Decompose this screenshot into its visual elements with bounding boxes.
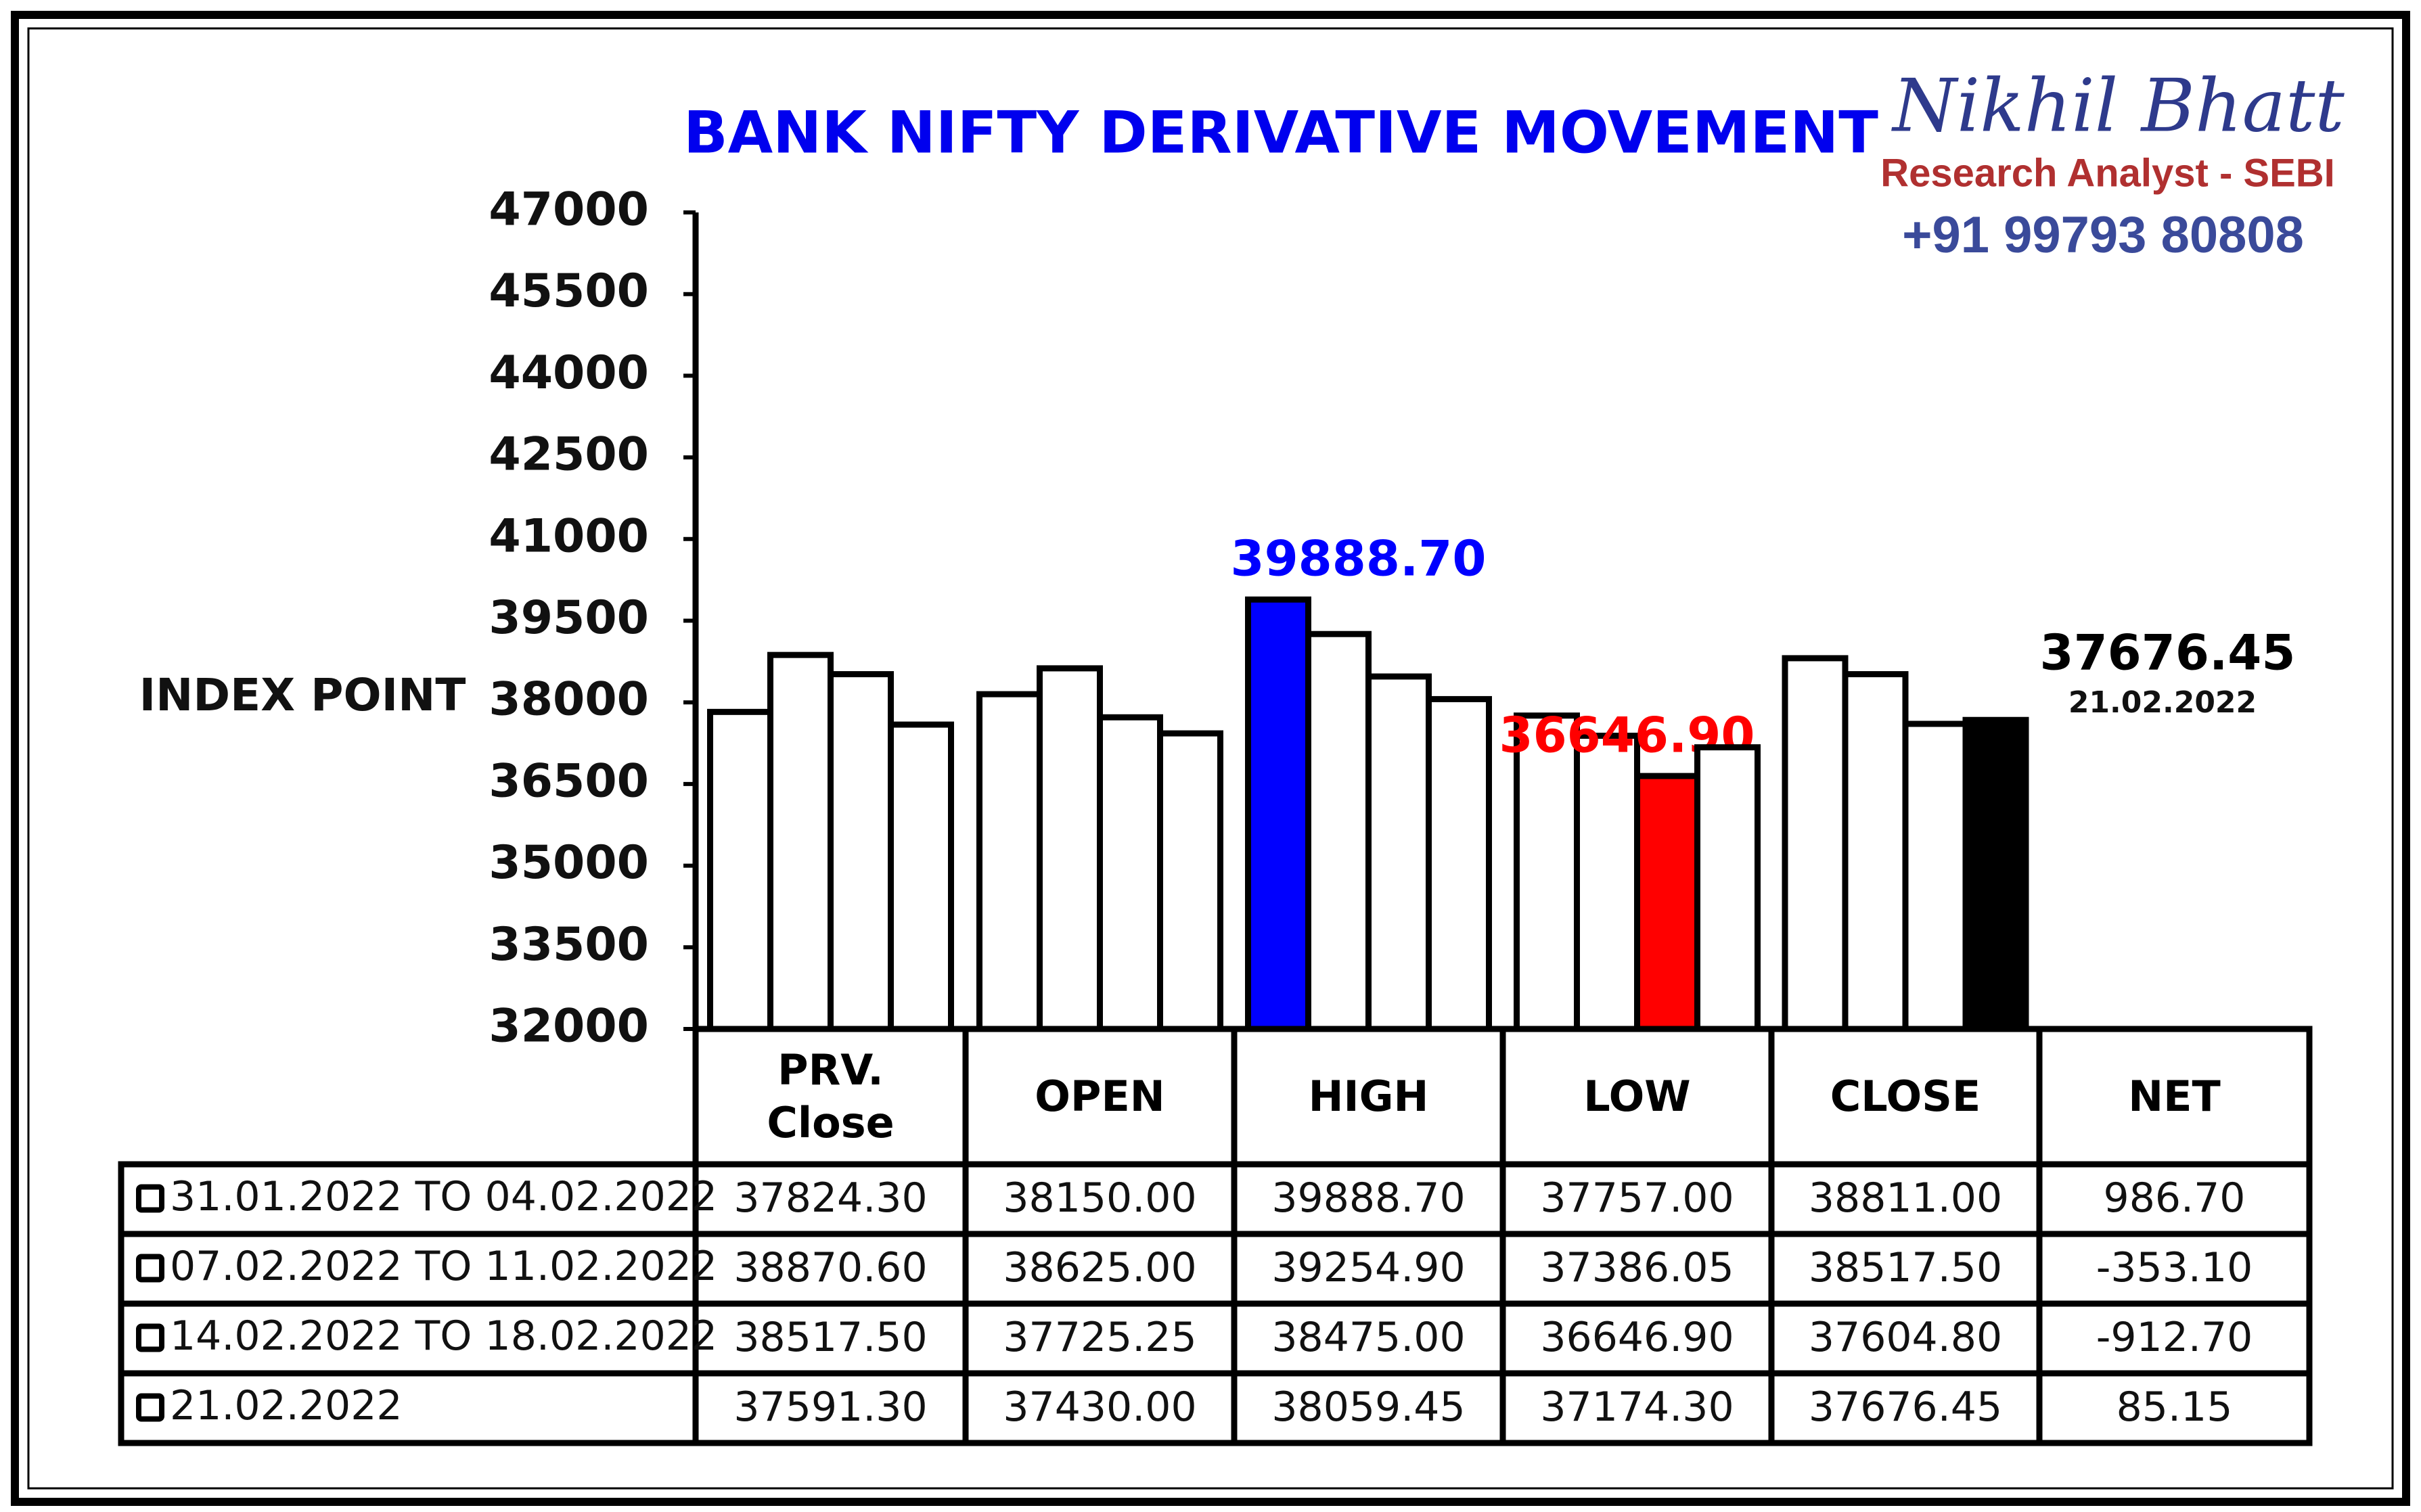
brand-phone: +91 99793 80808	[1902, 206, 2304, 264]
bar	[888, 721, 954, 1032]
annotation-date: 21.02.2022	[2068, 685, 2257, 720]
bar	[767, 651, 834, 1032]
inner-frame	[27, 27, 2394, 1490]
y-tick-label: 41000	[489, 509, 649, 563]
net-cell: 986.70	[2104, 1174, 2246, 1222]
table-cell: 37430.00	[1003, 1383, 1196, 1431]
table-cell: 39254.90	[1271, 1244, 1465, 1291]
bar	[1694, 744, 1761, 1032]
y-tick-label: 32000	[489, 1000, 649, 1053]
net-cell: -353.10	[2096, 1244, 2253, 1291]
header-box: PRV. Close	[696, 1029, 966, 1164]
y-tick-label: 38000	[489, 673, 649, 727]
y-tick-label: 42500	[489, 428, 649, 482]
table-cell: 38517.50	[733, 1314, 927, 1361]
header-box: OPEN	[966, 1029, 1234, 1164]
bar	[828, 671, 894, 1032]
y-axis-label: INDEX POINT	[139, 669, 466, 721]
bar	[1962, 716, 2029, 1032]
table-cell: 38811.00	[1809, 1174, 2002, 1222]
y-tick-label: 39500	[489, 591, 649, 645]
table-cell: 37725.25	[1003, 1314, 1196, 1361]
header-box: NET	[2039, 1029, 2309, 1164]
bar-value-label: 37676.45	[2039, 624, 2295, 681]
table-cell: 37757.00	[1540, 1174, 1734, 1222]
table-cell: 36646.90	[1540, 1314, 1734, 1361]
header-text: LOW	[1583, 1072, 1691, 1121]
row-icon	[136, 1184, 164, 1213]
bar	[976, 691, 1043, 1032]
header-text: NET	[2128, 1072, 2221, 1121]
table-cell: 37174.30	[1540, 1383, 1734, 1431]
table-header-cell: LOW	[1503, 1029, 1771, 1164]
y-tick-label: 33500	[489, 918, 649, 971]
y-tick-label: 44000	[489, 346, 649, 400]
bar	[1245, 596, 1311, 1032]
bar	[1097, 714, 1163, 1032]
y-tick-label: 35000	[489, 836, 649, 890]
bar	[1426, 695, 1492, 1032]
chart-title: BANK NIFTY DERIVATIVE MOVEMENT	[683, 99, 1878, 166]
outer-frame	[11, 11, 2410, 1506]
table-cell: 37591.30	[733, 1383, 927, 1431]
row-label: 07.02.2022 TO 11.02.2022	[170, 1243, 717, 1290]
table-cell: 38150.00	[1003, 1174, 1196, 1222]
header-box: LOW	[1503, 1029, 1771, 1164]
bar	[1574, 733, 1640, 1032]
header-text: OPEN	[1035, 1072, 1165, 1121]
row-label: 21.02.2022	[170, 1382, 403, 1429]
row-icon	[136, 1254, 164, 1283]
table-cell: 38475.00	[1271, 1314, 1465, 1361]
header-text: CLOSE	[1830, 1072, 1981, 1121]
table-header-cell: HIGH	[1234, 1029, 1503, 1164]
bar	[1902, 720, 1969, 1032]
bar	[1634, 773, 1700, 1032]
row-label: 31.01.2022 TO 04.02.2022	[170, 1173, 717, 1220]
table-cell: 38059.45	[1271, 1383, 1465, 1431]
bar-value-label: 39888.70	[1230, 530, 1486, 587]
bar	[1365, 673, 1432, 1032]
row-label: 14.02.2022 TO 18.02.2022	[170, 1312, 717, 1360]
table-cell: 37386.05	[1540, 1244, 1734, 1291]
row-icon	[136, 1323, 164, 1352]
bar	[707, 708, 773, 1032]
bar	[1782, 655, 1849, 1032]
table-cell: 37604.80	[1809, 1314, 2002, 1361]
y-tick-label: 45500	[489, 265, 649, 318]
table-header-cell: PRV. Close	[696, 1029, 966, 1164]
y-tick-label: 36500	[489, 754, 649, 808]
table-cell: 37824.30	[733, 1174, 927, 1222]
table-header-cell: NET	[2039, 1029, 2309, 1164]
table-cell: 38625.00	[1003, 1244, 1196, 1291]
header-text: HIGH	[1308, 1072, 1429, 1121]
header-text: PRV. Close	[767, 1045, 895, 1147]
header-box: CLOSE	[1771, 1029, 2039, 1164]
brand-name: Nikhil Bhatt	[1891, 64, 2345, 148]
bar	[1842, 671, 1909, 1032]
y-tick-label: 47000	[489, 183, 649, 237]
bar	[1157, 730, 1223, 1032]
row-icon	[136, 1393, 164, 1422]
table-cell: 38517.50	[1809, 1244, 2002, 1291]
table-cell: 37676.45	[1809, 1383, 2002, 1431]
net-cell: 85.15	[2117, 1383, 2233, 1431]
bar	[1305, 631, 1372, 1032]
net-cell: -912.70	[2096, 1314, 2253, 1361]
header-box: HIGH	[1234, 1029, 1503, 1164]
bar	[1037, 665, 1103, 1032]
table-cell: 39888.70	[1271, 1174, 1465, 1222]
table-cell: 38870.60	[733, 1244, 927, 1291]
table-header-cell: OPEN	[966, 1029, 1234, 1164]
table-header-cell: CLOSE	[1771, 1029, 2039, 1164]
brand-role: Research Analyst - SEBI	[1880, 151, 2335, 195]
